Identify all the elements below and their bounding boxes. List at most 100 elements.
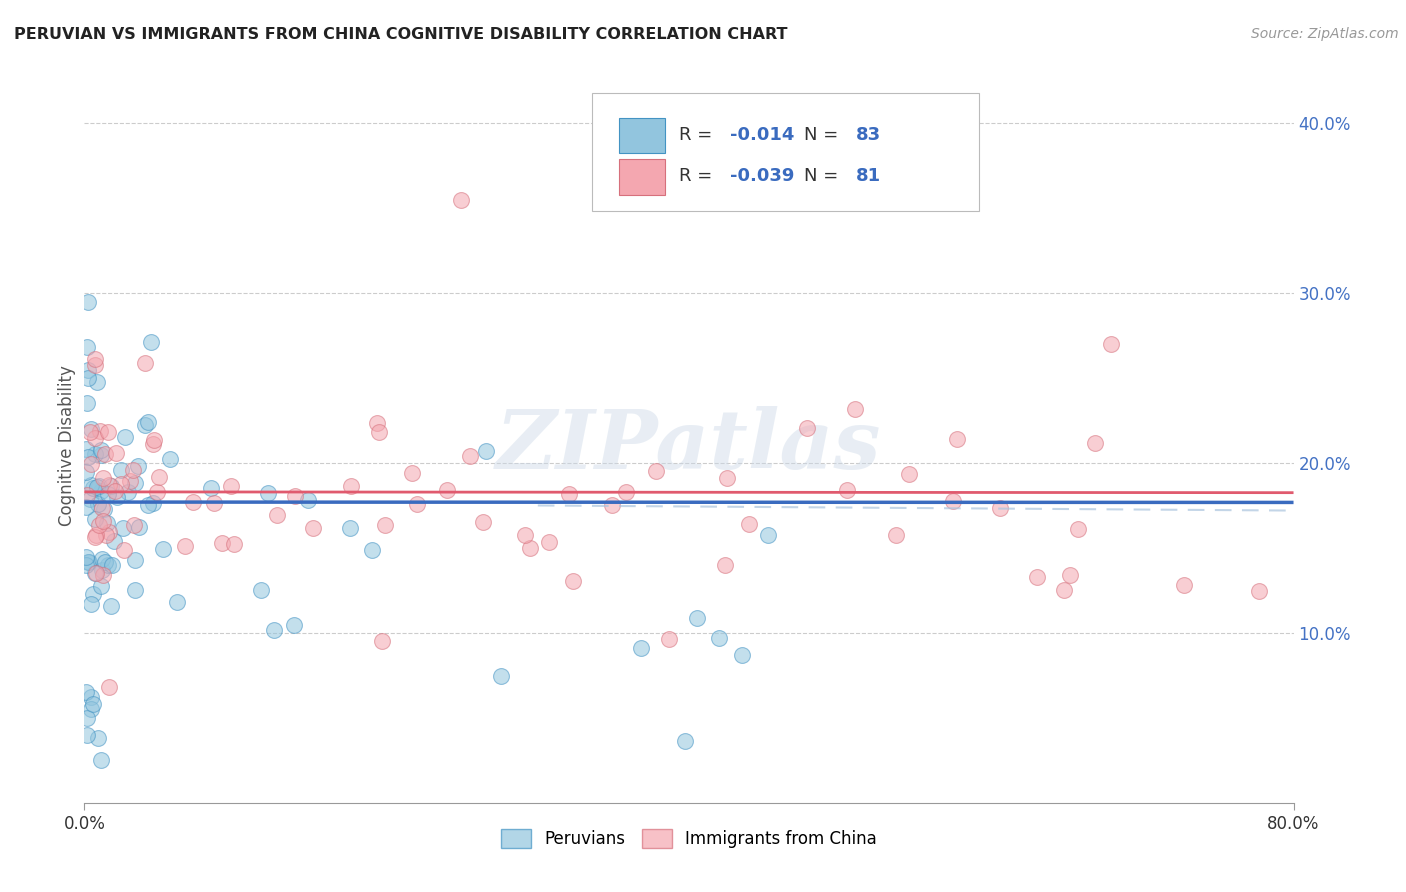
Point (340, 479, 363, 493)
Text: 83: 83 (856, 126, 882, 144)
Point (200, 481, 222, 495)
Point (1067, 522, 1090, 536)
Point (489, 668, 512, 682)
Point (86, 376, 108, 390)
Point (83, 566, 105, 580)
Point (80, 422, 103, 436)
Point (86, 731, 108, 746)
Point (159, 452, 181, 467)
Point (84, 447, 107, 461)
Point (222, 537, 245, 551)
Point (87, 497, 110, 511)
Point (142, 495, 165, 509)
Point (100, 479, 122, 493)
Point (110, 477, 132, 491)
Point (79, 597, 101, 611)
Point (436, 483, 458, 497)
Point (134, 418, 156, 433)
Point (94, 448, 117, 462)
Point (898, 467, 921, 482)
Point (600, 498, 623, 512)
Text: ZIPatlas: ZIPatlas (496, 406, 882, 486)
Text: Source: ZipAtlas.com: Source: ZipAtlas.com (1251, 27, 1399, 41)
Point (401, 466, 423, 480)
Point (458, 450, 481, 464)
Point (124, 475, 146, 490)
Point (76, 294, 98, 309)
Point (1173, 578, 1195, 592)
Point (945, 432, 967, 446)
Point (117, 485, 139, 500)
Point (1059, 568, 1081, 582)
Point (96, 516, 118, 530)
Point (91, 514, 114, 528)
Point (714, 558, 737, 572)
Point (105, 446, 128, 460)
Point (475, 444, 498, 458)
Point (82, 698, 104, 712)
Point (988, 500, 1011, 515)
Point (152, 541, 174, 556)
Point (91, 568, 114, 582)
Point (120, 475, 142, 489)
Point (557, 487, 579, 501)
Point (301, 521, 323, 535)
Text: 81: 81 (856, 168, 882, 186)
Point (114, 430, 136, 444)
Point (98, 478, 121, 492)
Point (366, 416, 388, 430)
Point (105, 491, 128, 505)
Point (75, 465, 97, 479)
Point (406, 497, 429, 511)
Point (90, 563, 112, 577)
Point (1053, 582, 1076, 597)
Point (91, 501, 114, 516)
Text: R =: R = (679, 168, 718, 186)
Point (90, 443, 112, 458)
Point (86, 480, 108, 494)
Point (515, 528, 537, 542)
Point (297, 492, 319, 507)
Point (250, 583, 273, 598)
Point (79, 491, 101, 506)
Point (77, 450, 100, 464)
Point (83, 351, 105, 366)
Point (738, 517, 761, 532)
Point (94, 555, 117, 569)
Point (101, 558, 124, 573)
Point (211, 536, 233, 550)
Bar (619, 118, 665, 153)
Point (181, 495, 204, 509)
Point (519, 541, 541, 555)
Text: -0.014: -0.014 (730, 126, 794, 144)
Point (128, 520, 150, 534)
Point (104, 483, 127, 498)
Point (673, 734, 696, 748)
Point (142, 437, 165, 451)
Point (284, 489, 307, 503)
Point (658, 632, 681, 647)
Point (103, 534, 125, 549)
Text: PERUVIAN VS IMMIGRANTS FROM CHINA COGNITIVE DISABILITY CORRELATION CHART: PERUVIAN VS IMMIGRANTS FROM CHINA COGNIT… (14, 27, 787, 42)
Point (112, 542, 135, 557)
Point (136, 498, 159, 512)
Point (884, 528, 907, 542)
Point (84, 566, 107, 580)
Point (76, 395, 98, 409)
Point (87, 479, 110, 493)
Point (124, 552, 146, 566)
Point (561, 574, 583, 589)
Point (90, 448, 112, 462)
Point (1099, 337, 1122, 351)
Point (76, 488, 98, 502)
Point (339, 521, 361, 535)
Point (89, 424, 111, 438)
Point (76, 711, 98, 725)
Point (143, 433, 166, 447)
Point (942, 494, 965, 508)
Point (202, 496, 225, 510)
Text: N =: N = (804, 126, 844, 144)
Point (80, 690, 103, 705)
Point (91, 471, 114, 485)
Point (796, 421, 818, 435)
